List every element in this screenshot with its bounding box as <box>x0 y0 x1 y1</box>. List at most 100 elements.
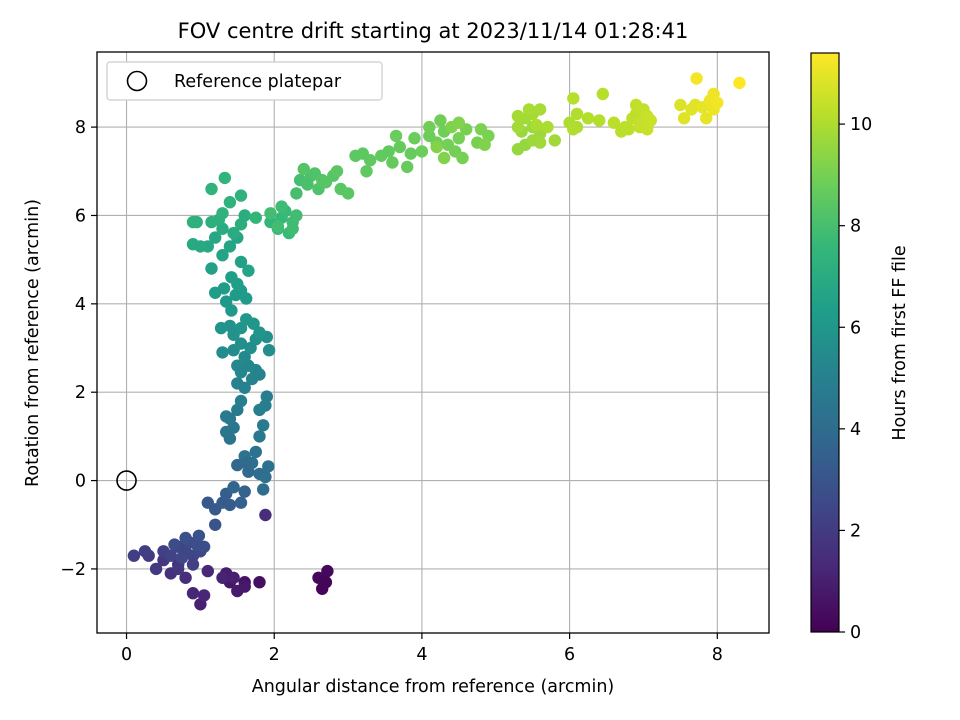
data-point-66 <box>257 419 270 432</box>
data-point-201 <box>570 107 584 121</box>
data-point-3 <box>321 564 334 578</box>
data-point-55 <box>262 460 275 473</box>
data-point-114 <box>227 226 240 240</box>
data-point-122 <box>223 196 237 209</box>
x-tick-label-2: 4 <box>416 645 427 665</box>
x-tick-label-3: 6 <box>564 645 575 665</box>
data-point-180 <box>437 151 451 165</box>
data-point-103 <box>205 262 218 275</box>
data-point-86 <box>262 344 276 357</box>
data-point-118 <box>205 215 218 229</box>
colorbar-tick-label-0: 0 <box>850 623 861 643</box>
data-point-224 <box>700 112 713 125</box>
data-point-33 <box>168 538 181 551</box>
data-point-78 <box>231 359 244 372</box>
colorbar-gradient <box>811 53 839 632</box>
legend-label: Reference platepar <box>174 72 342 92</box>
data-point-37 <box>192 529 206 542</box>
data-point-13 <box>201 564 214 578</box>
data-point-125 <box>218 171 231 185</box>
colorbar-tick-label-3: 6 <box>850 318 861 338</box>
x-tick-label-4: 8 <box>712 645 723 665</box>
data-point-4 <box>253 576 266 589</box>
data-point-89 <box>214 321 228 335</box>
data-point-124 <box>205 182 218 196</box>
legend-box <box>106 61 383 101</box>
data-point-11 <box>186 587 200 600</box>
data-point-167 <box>423 120 436 134</box>
data-point-219 <box>674 98 687 112</box>
y-tick-label-3: 4 <box>75 295 86 315</box>
colorbar-label: Hours from first FF file <box>890 245 910 440</box>
data-point-21 <box>149 562 163 576</box>
data-point-205 <box>596 87 609 101</box>
y-tick-label-2: 2 <box>75 383 86 403</box>
data-point-17 <box>179 571 192 584</box>
data-point-229 <box>690 72 703 85</box>
data-point-16 <box>259 508 272 522</box>
reference-point-marker <box>116 470 137 491</box>
data-point-123 <box>234 189 248 202</box>
data-point-168 <box>434 114 447 127</box>
data-point-156 <box>382 145 395 158</box>
data-point-150 <box>330 165 344 178</box>
data-point-72 <box>238 381 251 394</box>
data-point-203 <box>593 114 606 127</box>
data-point-190 <box>511 120 525 134</box>
data-point-179 <box>452 116 465 129</box>
data-point-15 <box>216 571 229 584</box>
data-point-107 <box>223 240 237 253</box>
data-point-145 <box>297 162 310 176</box>
data-point-12 <box>197 589 211 602</box>
data-point-82 <box>234 337 248 350</box>
data-point-135 <box>271 220 285 233</box>
data-point-136 <box>264 207 277 220</box>
data-point-47 <box>238 485 251 498</box>
data-point-24 <box>138 545 152 558</box>
y-tick-label-5: 8 <box>75 118 86 138</box>
plot-frame <box>96 51 770 634</box>
data-point-192 <box>511 109 525 123</box>
data-point-36 <box>179 531 192 545</box>
data-point-102 <box>231 277 244 291</box>
data-point-70 <box>234 394 248 408</box>
data-point-58 <box>240 456 253 470</box>
data-point-153 <box>364 154 377 167</box>
data-point-57 <box>249 445 262 459</box>
data-point-52 <box>257 483 270 496</box>
data-point-93 <box>253 326 266 339</box>
data-point-99 <box>217 282 231 295</box>
data-point-23 <box>127 549 141 562</box>
data-point-92 <box>247 317 260 330</box>
data-point-81 <box>216 346 229 359</box>
data-point-158 <box>393 140 406 154</box>
data-point-133 <box>275 200 288 213</box>
colorbar: 0 2 4 6 8 10 Hours from first FF file <box>810 52 910 643</box>
legend-marker <box>126 70 148 92</box>
data-point-126 <box>249 211 262 224</box>
data-point-39 <box>172 562 185 576</box>
y-axis-label: Rotation from reference (arcmin) <box>23 199 43 487</box>
data-point-206 <box>607 116 621 129</box>
data-point-157 <box>386 156 399 169</box>
data-point-171 <box>452 132 465 145</box>
legend: Reference platepar <box>106 61 383 101</box>
colorbar-tick-label-5: 10 <box>850 115 872 135</box>
data-point-31 <box>175 551 189 565</box>
y-tick-label-4: 6 <box>75 206 86 226</box>
x-tick-label-0: 0 <box>121 645 132 665</box>
data-point-105 <box>242 264 255 277</box>
data-point-141 <box>301 178 314 191</box>
data-point-26 <box>164 549 177 562</box>
data-point-204 <box>567 92 580 105</box>
colorbar-tick-label-4: 8 <box>850 217 861 237</box>
data-point-104 <box>234 255 248 269</box>
data-point-172 <box>456 151 469 165</box>
data-point-44 <box>223 498 237 512</box>
data-point-160 <box>401 160 414 174</box>
data-point-76 <box>253 368 266 381</box>
data-point-230 <box>733 76 746 90</box>
data-point-68 <box>260 390 273 403</box>
data-point-196 <box>541 120 554 134</box>
data-point-14 <box>238 580 251 593</box>
